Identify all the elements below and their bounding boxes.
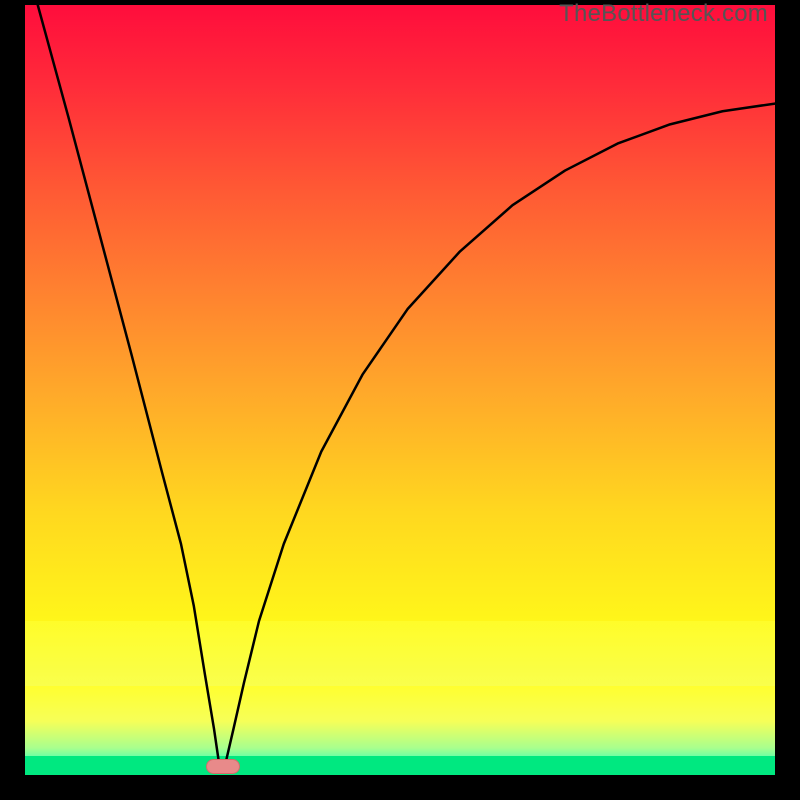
frame-border-bottom bbox=[0, 775, 800, 800]
frame-border-right bbox=[775, 0, 800, 800]
watermark-text: TheBottleneck.com bbox=[559, 0, 768, 28]
bottleneck-curve bbox=[25, 5, 775, 775]
chart-stage: TheBottleneck.com bbox=[0, 0, 800, 800]
plot-area bbox=[25, 5, 775, 775]
minimum-marker-pill bbox=[206, 759, 240, 774]
frame-border-left bbox=[0, 0, 25, 800]
